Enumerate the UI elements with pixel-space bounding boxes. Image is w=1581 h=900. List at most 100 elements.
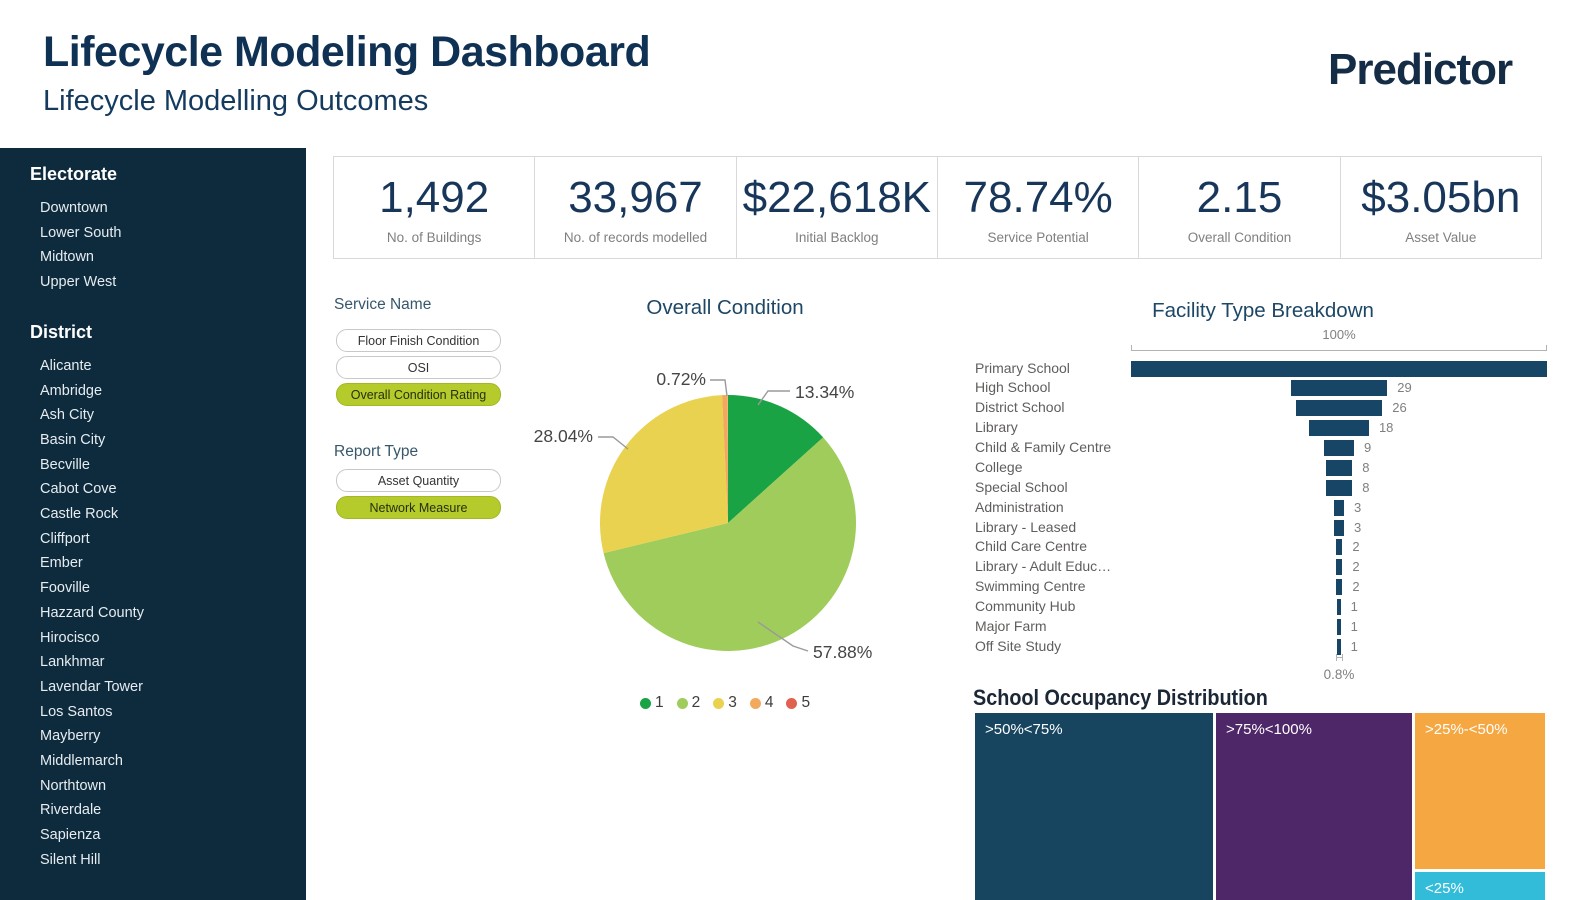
funnel-bar-community-hub[interactable] <box>1337 599 1341 616</box>
pie-legend-item-1[interactable]: 1 <box>639 694 664 712</box>
pie-label-leader <box>757 621 809 652</box>
sidebar-item-district-silent-hill[interactable]: Silent Hill <box>40 851 101 868</box>
funnel-category-label: Community Hub <box>975 598 1076 615</box>
funnel-bar-administration[interactable] <box>1334 499 1344 516</box>
pie-slice-4[interactable] <box>722 395 728 523</box>
pie-slice-label-4: 0.72% <box>656 369 706 389</box>
funnel-bar-library-adult-educ-[interactable] <box>1335 559 1343 576</box>
funnel-bar-primary-school[interactable] <box>1131 360 1547 377</box>
funnel-top-axis-label: 100% <box>1322 327 1356 342</box>
funnel-value-label: 2 <box>1352 539 1360 555</box>
report-type-label: Report Type <box>334 443 419 460</box>
sidebar-item-district-ambridge[interactable]: Ambridge <box>40 382 103 399</box>
kpi-label: Asset Value <box>1405 230 1477 245</box>
predictor-logo: Predictor <box>1328 45 1513 94</box>
sidebar-item-district-ember[interactable]: Ember <box>40 555 83 572</box>
sidebar-item-electorate-upper-west[interactable]: Upper West <box>40 274 117 291</box>
funnel-value-label: 2 <box>1352 579 1360 595</box>
service-name-option-floor-finish-condition[interactable]: Floor Finish Condition <box>336 329 501 352</box>
treemap-tile-label: <25% <box>1425 880 1464 897</box>
legend-label: 4 <box>764 694 774 711</box>
service-name-option-osi[interactable]: OSI <box>336 356 501 379</box>
funnel-bar-swimming-centre[interactable] <box>1335 579 1343 596</box>
funnel-category-label: Off Site Study <box>975 637 1062 654</box>
funnel-category-label: Child Care Centre <box>975 538 1088 555</box>
legend-dot-5 <box>786 697 798 709</box>
sidebar-item-district-lankhmar[interactable]: Lankhmar <box>40 654 105 671</box>
legend-label: 1 <box>654 694 664 711</box>
treemap-tile--25-[interactable]: <25% <box>1415 872 1545 900</box>
funnel-value-label: 1 <box>1350 638 1358 654</box>
pie-slice-1[interactable] <box>728 395 824 523</box>
funnel-category-label: College <box>975 458 1023 475</box>
funnel-category-label: Special School <box>975 478 1068 495</box>
sidebar-item-district-cabot-cove[interactable]: Cabot Cove <box>40 481 117 498</box>
legend-dot-2 <box>676 697 688 709</box>
funnel-bar-high-school[interactable] <box>1290 380 1388 397</box>
kpi-label: Overall Condition <box>1187 230 1292 245</box>
sidebar-item-district-castle-rock[interactable]: Castle Rock <box>40 506 119 523</box>
funnel-value-label: 1 <box>1350 599 1358 615</box>
funnel-category-label: Library - Adult Educ… <box>975 558 1112 575</box>
kpi-card-initial-backlog: $22,618K Initial Backlog <box>735 156 938 259</box>
funnel-value-label: 3 <box>1353 499 1362 515</box>
sidebar-item-district-lavendar-tower[interactable]: Lavendar Tower <box>40 678 143 695</box>
sidebar-item-district-becville[interactable]: Becville <box>40 456 90 473</box>
sidebar-item-district-ash-city[interactable]: Ash City <box>40 407 94 424</box>
sidebar-item-district-sapienza[interactable]: Sapienza <box>40 827 101 844</box>
funnel-category-label: Administration <box>975 498 1064 515</box>
funnel-value-label: 26 <box>1392 400 1407 416</box>
pie-legend-item-5[interactable]: 5 <box>786 694 810 712</box>
pie-legend-item-4[interactable]: 4 <box>749 694 774 712</box>
sidebar-item-district-northtown[interactable]: Northtown <box>40 777 107 794</box>
sidebar-item-district-riverdale[interactable]: Riverdale <box>40 802 102 819</box>
funnel-bar-child-family-centre[interactable] <box>1324 440 1354 457</box>
pie-slice-2[interactable] <box>603 437 856 651</box>
kpi-card-service-potential: 78.74% Service Potential <box>936 156 1140 259</box>
sidebar-item-electorate-downtown[interactable]: Downtown <box>40 200 108 216</box>
sidebar-item-district-mayberry[interactable]: Mayberry <box>40 728 101 745</box>
pie-legend-item-3[interactable]: 3 <box>713 694 737 712</box>
legend-label: 5 <box>801 694 811 711</box>
funnel-bar-college[interactable] <box>1325 459 1353 476</box>
kpi-row: 1,492 No. of Buildings 33,967 No. of record… <box>333 156 1542 259</box>
treemap-tile--50-75-[interactable]: >50%<75% <box>975 713 1213 900</box>
pie-slice-label-3: 28.04% <box>534 426 593 446</box>
sidebar-item-electorate-midtown[interactable]: Midtown <box>40 249 94 266</box>
funnel-bar-off-site-study[interactable] <box>1337 638 1341 655</box>
kpi-value: 2.15 <box>1196 173 1283 222</box>
sidebar: Electorate Downtown Lower South Midtown Upp… <box>0 148 306 900</box>
funnel-value-label: 3 <box>1353 519 1362 535</box>
sidebar-item-district-hirocisco[interactable]: Hirocisco <box>40 629 100 646</box>
kpi-card-asset-value: $3.05bn Asset Value <box>1339 156 1542 259</box>
pie-slice-3[interactable] <box>599 395 728 554</box>
funnel-bar-child-care-centre[interactable] <box>1335 539 1343 556</box>
sidebar-item-district-fooville[interactable]: Fooville <box>40 580 90 597</box>
treemap-tile--25-50-[interactable]: >25%-<50% <box>1415 713 1545 869</box>
funnel-bar-major-farm[interactable] <box>1337 618 1341 635</box>
funnel-bar-library[interactable] <box>1309 420 1369 437</box>
sidebar-item-electorate-lower-south[interactable]: Lower South <box>40 224 122 241</box>
treemap-tile--75-100-[interactable]: >75%<100% <box>1216 713 1412 900</box>
sidebar-item-district-middlemarch[interactable]: Middlemarch <box>40 753 123 770</box>
pie-legend-item-2[interactable]: 2 <box>676 694 700 712</box>
funnel-bar-special-school[interactable] <box>1325 479 1353 496</box>
pie-chart-title: Overall Condition <box>646 296 804 319</box>
report-type-option-network-measure[interactable]: Network Measure <box>336 496 501 519</box>
pie-label-leader <box>598 436 629 450</box>
sidebar-item-district-los-santos[interactable]: Los Santos <box>40 703 113 720</box>
sidebar-item-district-hazzard-county[interactable]: Hazzard County <box>40 604 144 621</box>
sidebar-item-district-cliffport[interactable]: Cliffport <box>40 530 90 547</box>
legend-dot-4 <box>749 697 761 709</box>
sidebar-item-district-basin-city[interactable]: Basin City <box>40 431 106 448</box>
kpi-value: 1,492 <box>379 173 490 222</box>
funnel-chart-title: Facility Type Breakdown <box>1152 299 1374 322</box>
page-title: Lifecycle Modeling Dashboard <box>43 28 651 76</box>
funnel-bar-library-leased[interactable] <box>1334 519 1344 536</box>
funnel-bar-district-school[interactable] <box>1295 400 1383 417</box>
report-type-option-asset-quantity[interactable]: Asset Quantity <box>336 469 501 492</box>
kpi-label: No. of records modelled <box>563 230 708 245</box>
service-name-option-overall-condition-rating[interactable]: Overall Condition Rating <box>336 383 501 406</box>
sidebar-item-district-alicante[interactable]: Alicante <box>40 357 92 374</box>
